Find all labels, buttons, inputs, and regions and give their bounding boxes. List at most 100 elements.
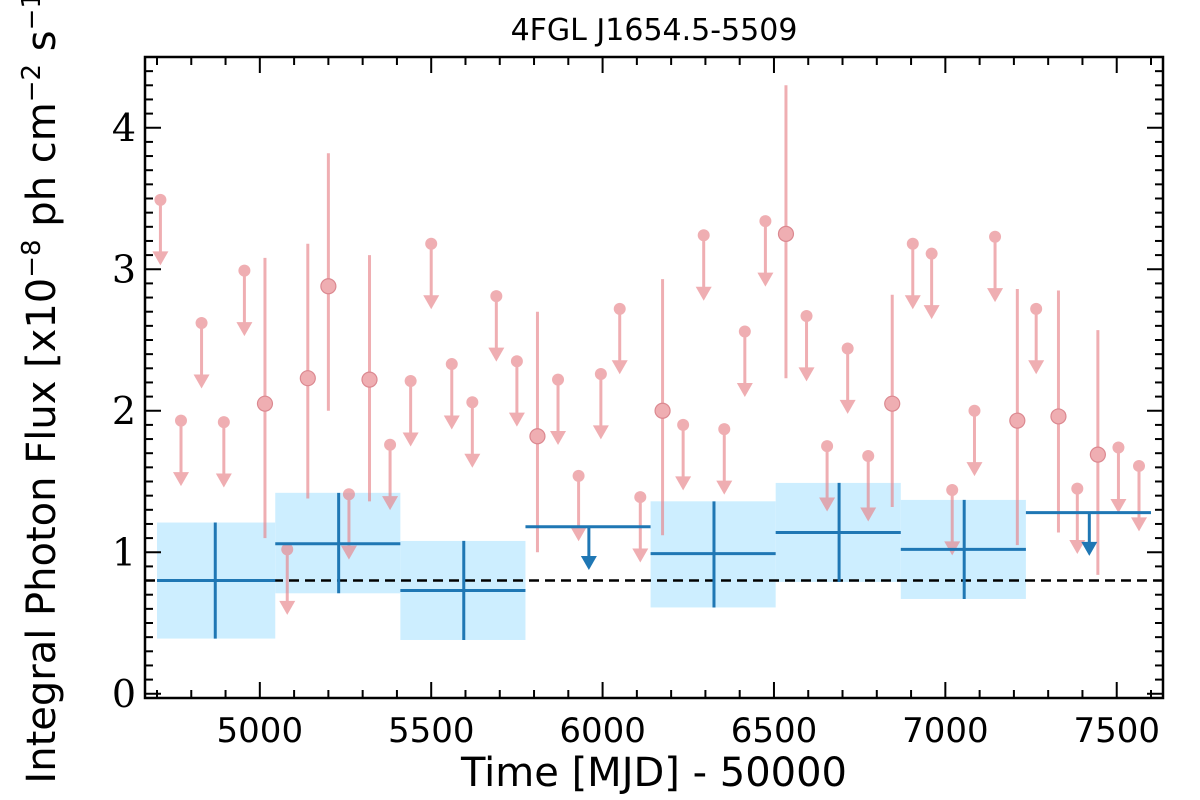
detection-marker — [884, 395, 901, 412]
upper-limit-marker — [738, 325, 751, 338]
short-bin-detection — [1089, 330, 1106, 575]
short-bin-upper-limit — [382, 438, 399, 511]
short-bin-upper-limit — [1069, 482, 1086, 555]
short-bin-upper-limit — [819, 440, 836, 512]
long-bin-detection — [275, 492, 401, 594]
short-bin-upper-limit — [402, 375, 419, 447]
upper-limit-marker — [634, 491, 647, 504]
upper-limit-arrowhead — [736, 382, 753, 397]
x-axis-label: Time [MJD] - 50000 — [460, 750, 847, 796]
upper-limit-arrowhead — [1110, 498, 1127, 513]
upper-limit-arrowhead — [923, 305, 940, 320]
upper-limit-arrowhead — [508, 412, 525, 427]
upper-limit-arrowhead — [340, 545, 357, 560]
long-bin-upper-limit — [525, 525, 651, 570]
long-bin-detection — [650, 501, 776, 608]
x-tick-label: 5000 — [217, 711, 304, 751]
short-bin-upper-limit — [798, 309, 815, 382]
y-tick-label: 3 — [112, 247, 136, 291]
upper-limit-marker — [841, 342, 854, 355]
long-bin-upper-limit — [1025, 511, 1152, 556]
short-bin-upper-limit — [172, 414, 189, 487]
short-bin-upper-limit — [839, 342, 856, 414]
axes: 5000 5500 6000 6500 7000 7500 0 1 2 3 4 — [112, 55, 1165, 751]
short-bin-upper-limit — [904, 237, 921, 310]
upper-limit-arrowhead — [987, 288, 1004, 303]
detection-marker — [529, 428, 546, 445]
upper-limit-arrowhead — [592, 425, 609, 440]
y-tick-label: 0 — [112, 672, 136, 716]
short-bin-upper-limit — [966, 404, 983, 477]
upper-limit-marker — [1112, 441, 1125, 454]
y-tick-label: 1 — [112, 530, 136, 574]
short-bin-upper-limit — [695, 229, 712, 301]
short-bin-upper-limit — [488, 290, 505, 362]
upper-limit-marker — [594, 367, 607, 380]
short-bin-detection — [529, 311, 546, 553]
short-bin-detection — [777, 85, 795, 379]
short-bin-upper-limit — [193, 317, 210, 389]
detection-marker — [1089, 446, 1106, 463]
x-tick-label: 6000 — [559, 711, 646, 751]
detection-marker — [320, 278, 337, 295]
upper-limit-marker — [466, 396, 479, 409]
short-bin-upper-limit — [736, 325, 753, 397]
x-tick-label: 5500 — [388, 711, 475, 751]
upper-limit-marker — [154, 193, 167, 206]
upper-limit-marker — [677, 418, 690, 431]
upper-limit-marker — [697, 229, 710, 242]
upper-limit-arrowhead — [1131, 517, 1148, 532]
upper-limit-arrowhead — [402, 432, 419, 447]
upper-limit-marker — [445, 358, 458, 371]
short-bin-upper-limit — [860, 450, 877, 522]
plot-area — [145, 85, 1163, 640]
short-bin-upper-limit — [987, 230, 1004, 303]
upper-limit-arrowhead — [904, 295, 921, 310]
upper-limit-marker — [174, 414, 187, 427]
x-tick-label: 6500 — [731, 711, 818, 751]
short-bin-upper-limit — [716, 423, 733, 495]
detection-marker — [654, 402, 671, 419]
upper-limit-arrowhead — [966, 462, 983, 477]
upper-limit-marker — [490, 290, 503, 303]
short-bin-upper-limit — [1110, 441, 1127, 513]
y-tick-label: 2 — [112, 389, 136, 433]
long-bin-ul-arrowhead — [580, 555, 597, 570]
y-tick-label: 4 — [112, 106, 136, 150]
short-bin-upper-limit — [215, 416, 232, 488]
short-bin-detection — [1050, 290, 1067, 533]
upper-limit-marker — [384, 438, 397, 451]
upper-limit-arrowhead — [193, 374, 210, 389]
short-bin-upper-limit — [152, 193, 169, 266]
short-bin-detection — [1009, 289, 1026, 546]
upper-limit-marker — [1030, 302, 1043, 315]
short-bin-upper-limit — [944, 483, 961, 556]
upper-limit-arrowhead — [798, 367, 815, 382]
upper-limit-arrowhead — [1028, 360, 1045, 375]
upper-limit-arrowhead — [757, 272, 774, 287]
long-bin-detection — [775, 482, 901, 582]
short-bin-upper-limit — [570, 469, 587, 542]
short-bin-detection — [256, 257, 274, 539]
upper-limit-marker — [1133, 459, 1146, 472]
upper-limit-marker — [552, 373, 565, 386]
short-bin-detection — [884, 294, 901, 507]
long-bin-detection — [400, 540, 526, 640]
short-bin-detection — [361, 255, 378, 502]
upper-limit-marker — [425, 237, 438, 250]
long-bin-detection — [900, 499, 1026, 599]
upper-limit-arrowhead — [716, 480, 733, 495]
short-bin-upper-limit — [592, 367, 609, 440]
upper-limit-arrowhead — [423, 295, 440, 310]
short-bin-detection — [654, 279, 671, 536]
upper-limit-marker — [968, 404, 981, 417]
detection-marker — [256, 395, 274, 412]
upper-limit-arrowhead — [236, 322, 253, 337]
upper-limit-arrowhead — [1069, 540, 1086, 555]
short-bin-upper-limit — [340, 488, 357, 560]
upper-limit-marker — [281, 543, 294, 556]
upper-limit-arrowhead — [488, 347, 505, 362]
upper-limit-arrowhead — [695, 286, 712, 301]
upper-limit-marker — [946, 483, 959, 496]
